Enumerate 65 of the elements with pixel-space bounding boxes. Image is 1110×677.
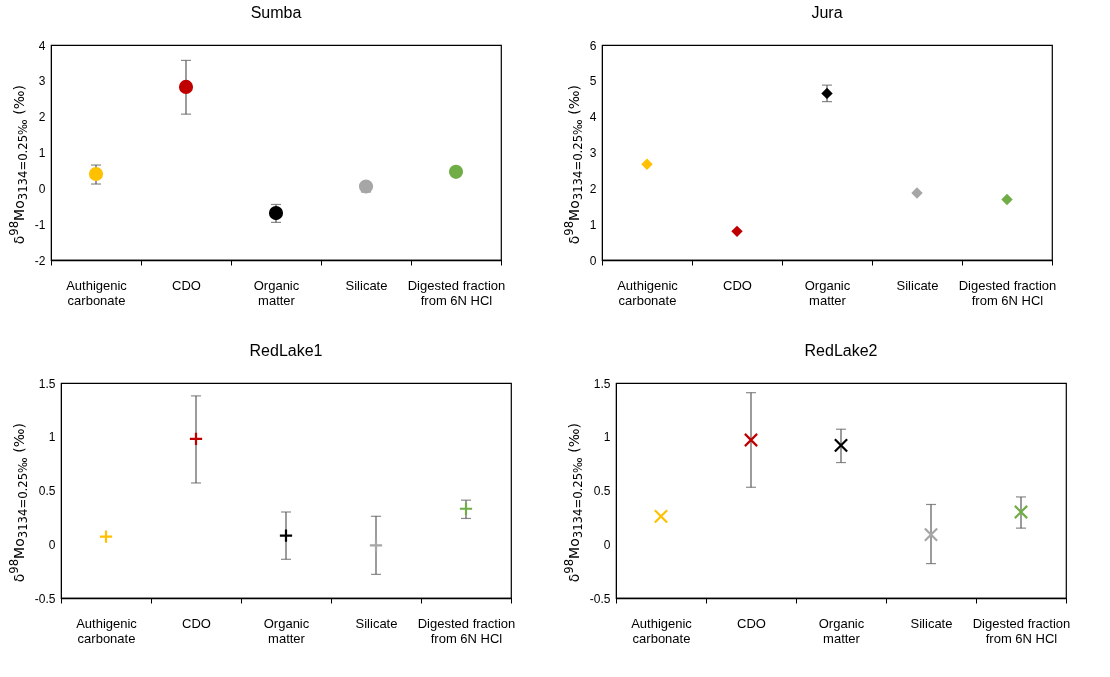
point	[1001, 193, 1013, 206]
y-tick-label: 0	[603, 537, 611, 552]
y-tick-label: -1	[34, 217, 46, 232]
point	[641, 158, 653, 171]
point	[1013, 504, 1029, 520]
x-tick-label: Silicate	[896, 277, 939, 293]
x-tick-label: Organic matter	[818, 615, 865, 646]
x-tick-label: CDO	[182, 615, 211, 631]
point	[923, 527, 939, 542]
x-tick-label: Digested fraction from 6N HCl	[958, 277, 1057, 308]
y-tick-label: 2	[589, 181, 597, 196]
point	[448, 164, 464, 179]
y-tick-label: 0	[48, 537, 56, 552]
x-tick-label: Authigenic carbonate	[76, 615, 138, 646]
y-tick-label: 3	[589, 146, 597, 160]
x-tick-label: Authigenic carbonate	[66, 277, 128, 308]
point	[743, 432, 759, 448]
point	[911, 187, 923, 199]
y-tick-label: 1.5	[593, 376, 611, 391]
x-tick-label: CDO	[172, 277, 201, 293]
chart-title: RedLake2	[804, 342, 878, 359]
chart-title: Sumba	[250, 4, 302, 21]
y-tick-label: 1	[48, 430, 56, 445]
y-tick-label: 1	[38, 146, 46, 160]
chart-title: RedLake1	[249, 342, 323, 359]
x-tick-label: Digested fraction from 6N HCl	[972, 615, 1071, 646]
y-tick-label: -2	[34, 253, 46, 268]
y-tick-label: 4	[38, 38, 46, 53]
y-tick-label: 2	[38, 110, 46, 125]
y-tick-label: 0	[38, 181, 46, 196]
point	[653, 509, 669, 524]
y-tick-label: 0	[589, 253, 597, 268]
y-tick-label: 3	[38, 74, 46, 89]
point	[98, 529, 114, 544]
x-tick-label: Authigenic carbonate	[631, 615, 693, 646]
x-tick-label: Silicate	[910, 615, 953, 631]
x-tick-label: Digested fraction from 6N HCl	[407, 277, 506, 308]
point	[358, 179, 374, 194]
y-tick-label: 1.5	[38, 376, 56, 391]
x-tick-label: CDO	[737, 615, 766, 631]
x-tick-label: Organic matter	[263, 615, 310, 646]
point	[188, 431, 204, 447]
x-tick-label: Digested fraction from 6N HCl	[417, 615, 516, 646]
chart-title: Jura	[811, 4, 843, 21]
y-tick-label: 0.5	[593, 484, 611, 498]
y-tick-label: -0.5	[589, 591, 611, 606]
y-tick-label: 1	[603, 430, 611, 445]
x-tick-label: CDO	[723, 277, 752, 293]
y-tick-label: -0.5	[34, 591, 56, 606]
point	[833, 438, 849, 453]
y-tick-label: 1	[589, 217, 597, 232]
x-tick-label: Silicate	[345, 277, 388, 293]
x-tick-label: Organic matter	[253, 277, 300, 308]
point	[278, 528, 294, 543]
y-tick-label: 4	[589, 110, 597, 125]
y-tick-label: 6	[589, 38, 597, 53]
point	[178, 79, 194, 94]
point	[458, 501, 474, 516]
x-tick-label: Organic matter	[804, 277, 851, 308]
y-tick-label: 5	[589, 74, 597, 89]
point	[731, 225, 743, 238]
x-tick-label: Authigenic carbonate	[617, 277, 679, 308]
y-tick-label: 0.5	[38, 484, 56, 498]
x-tick-label: Silicate	[355, 615, 398, 631]
point	[368, 538, 384, 553]
